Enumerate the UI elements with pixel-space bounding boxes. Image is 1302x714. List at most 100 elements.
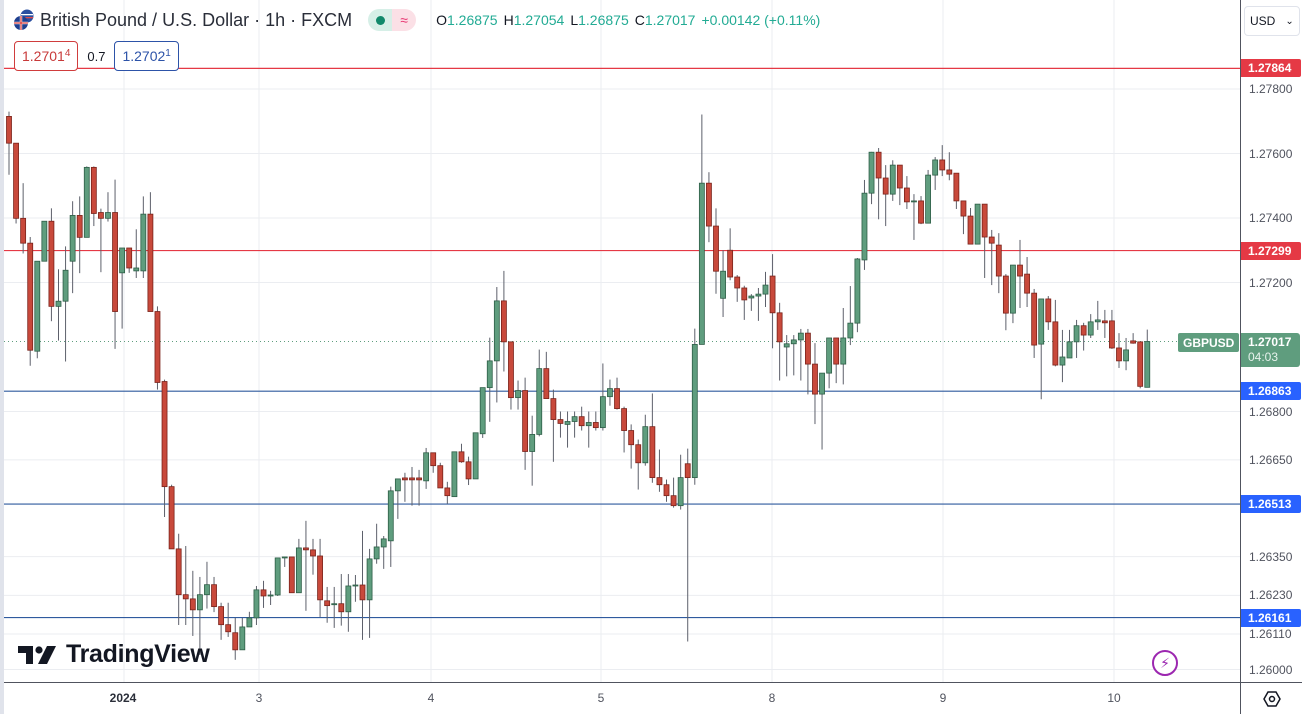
bull-candle [239, 626, 246, 651]
chevron-down-icon: ⌄ [1285, 15, 1294, 27]
bull-candle [451, 451, 458, 498]
bull-candle [1066, 341, 1073, 359]
resistance-price-tag: 1.27864 [1241, 59, 1301, 78]
bear-candle [218, 606, 225, 626]
lightning-icon[interactable]: ⚡ [1152, 650, 1178, 676]
bull-candle [380, 538, 387, 548]
bear-candle [543, 368, 550, 400]
bear-candle [154, 311, 161, 383]
currency-select[interactable]: USD ⌄ [1244, 6, 1300, 36]
bull-candle [571, 416, 578, 422]
tradingview-watermark[interactable]: TradingView [18, 640, 210, 669]
bear-candle [303, 547, 309, 551]
bull-candle [790, 339, 797, 345]
bear-candle [260, 589, 267, 597]
symbol-price-tag: GBPUSD [1178, 333, 1240, 352]
bear-candle [1109, 320, 1115, 349]
bear-candle [663, 484, 670, 497]
bull-candle [366, 558, 373, 601]
bear-candle [939, 159, 946, 171]
low-value: 1.26875 [578, 12, 629, 28]
bull-candle [55, 300, 62, 307]
bull-candle [41, 220, 48, 262]
bear-candle [76, 215, 83, 238]
price-tick-label: 1.26230 [1249, 588, 1293, 603]
bear-candle [168, 486, 175, 550]
bear-candle [734, 276, 741, 289]
bull-candle [868, 151, 875, 194]
bear-candle [882, 177, 889, 195]
bull-candle [1087, 321, 1094, 336]
bull-candle [925, 174, 931, 224]
bull-candle [423, 452, 430, 482]
bear-candle [27, 242, 34, 351]
candles [6, 111, 1151, 660]
bear-candle [635, 444, 642, 464]
bull-candle [479, 387, 486, 435]
bull-candle [62, 269, 69, 302]
bull-candle [783, 343, 790, 348]
time-axis[interactable]: 2024 3 4 5 8 9 10 [4, 682, 1240, 714]
bull-candle [819, 372, 825, 395]
bear-candle [903, 187, 910, 203]
bear-candle [48, 220, 55, 307]
bull-candle [119, 247, 126, 274]
symbol-title[interactable]: British Pound / U.S. Dollar · 1h · FXCM [40, 9, 353, 30]
low-label: L [570, 12, 579, 28]
bear-candle [211, 584, 217, 608]
bear-candle [706, 182, 712, 227]
bear-candle [90, 166, 97, 214]
price-tick-label: 1.27600 [1249, 146, 1293, 161]
sell-price: 1.2701 [22, 48, 65, 64]
bull-candle [281, 556, 288, 559]
bear-candle [359, 584, 366, 601]
bull-candle [599, 396, 606, 429]
bear-candle [175, 548, 182, 596]
market-status-pill[interactable]: ≈ [368, 9, 417, 31]
bear-candle [875, 151, 882, 179]
bull-candle [847, 322, 854, 339]
support-price-tag: 1.26161 [1241, 608, 1301, 627]
bear-candle [402, 477, 408, 481]
bear-candle [995, 244, 1002, 277]
bear-candle [805, 332, 811, 365]
bear-candle [288, 556, 295, 594]
bear-candle [656, 477, 663, 486]
bear-candle [896, 164, 903, 189]
bear-candle [458, 451, 465, 463]
buy-button[interactable]: 1.2702 1 [114, 41, 179, 71]
bull-candle [755, 293, 762, 297]
bull-candle [720, 270, 726, 299]
chart-plot-area[interactable] [4, 0, 1240, 682]
bull-candle [585, 422, 592, 427]
bull-candle [387, 490, 394, 542]
bull-candle [83, 166, 90, 238]
bear-candle [444, 487, 451, 497]
bear-candle [13, 142, 19, 219]
bear-candle [960, 200, 967, 217]
bull-candle [331, 603, 338, 606]
bull-candle [472, 432, 479, 480]
bull-candle [1038, 298, 1045, 345]
candlestick-chart[interactable] [4, 0, 1240, 682]
price-tick-label: 1.26350 [1249, 549, 1293, 564]
sell-button[interactable]: 1.2701 4 [14, 41, 79, 71]
bear-candle [1137, 341, 1144, 387]
chart-settings-button[interactable] [1240, 682, 1302, 714]
bear-candle [649, 426, 656, 479]
bear-candle [918, 200, 924, 224]
bear-candle [232, 632, 239, 651]
bear-candle [776, 312, 783, 343]
bear-candle [967, 215, 974, 245]
resistance-price-tag: 1.27299 [1241, 241, 1301, 260]
bear-candle [628, 430, 635, 446]
bear-candle [98, 212, 104, 219]
bear-candle [621, 408, 627, 431]
close-value: 1.27017 [644, 12, 696, 28]
bear-candle [324, 600, 331, 607]
bear-candle [1080, 325, 1087, 336]
left-panel-edge [0, 0, 4, 714]
bull-candle [642, 426, 649, 464]
bull-candle [974, 203, 981, 245]
bull-candle [536, 368, 543, 435]
